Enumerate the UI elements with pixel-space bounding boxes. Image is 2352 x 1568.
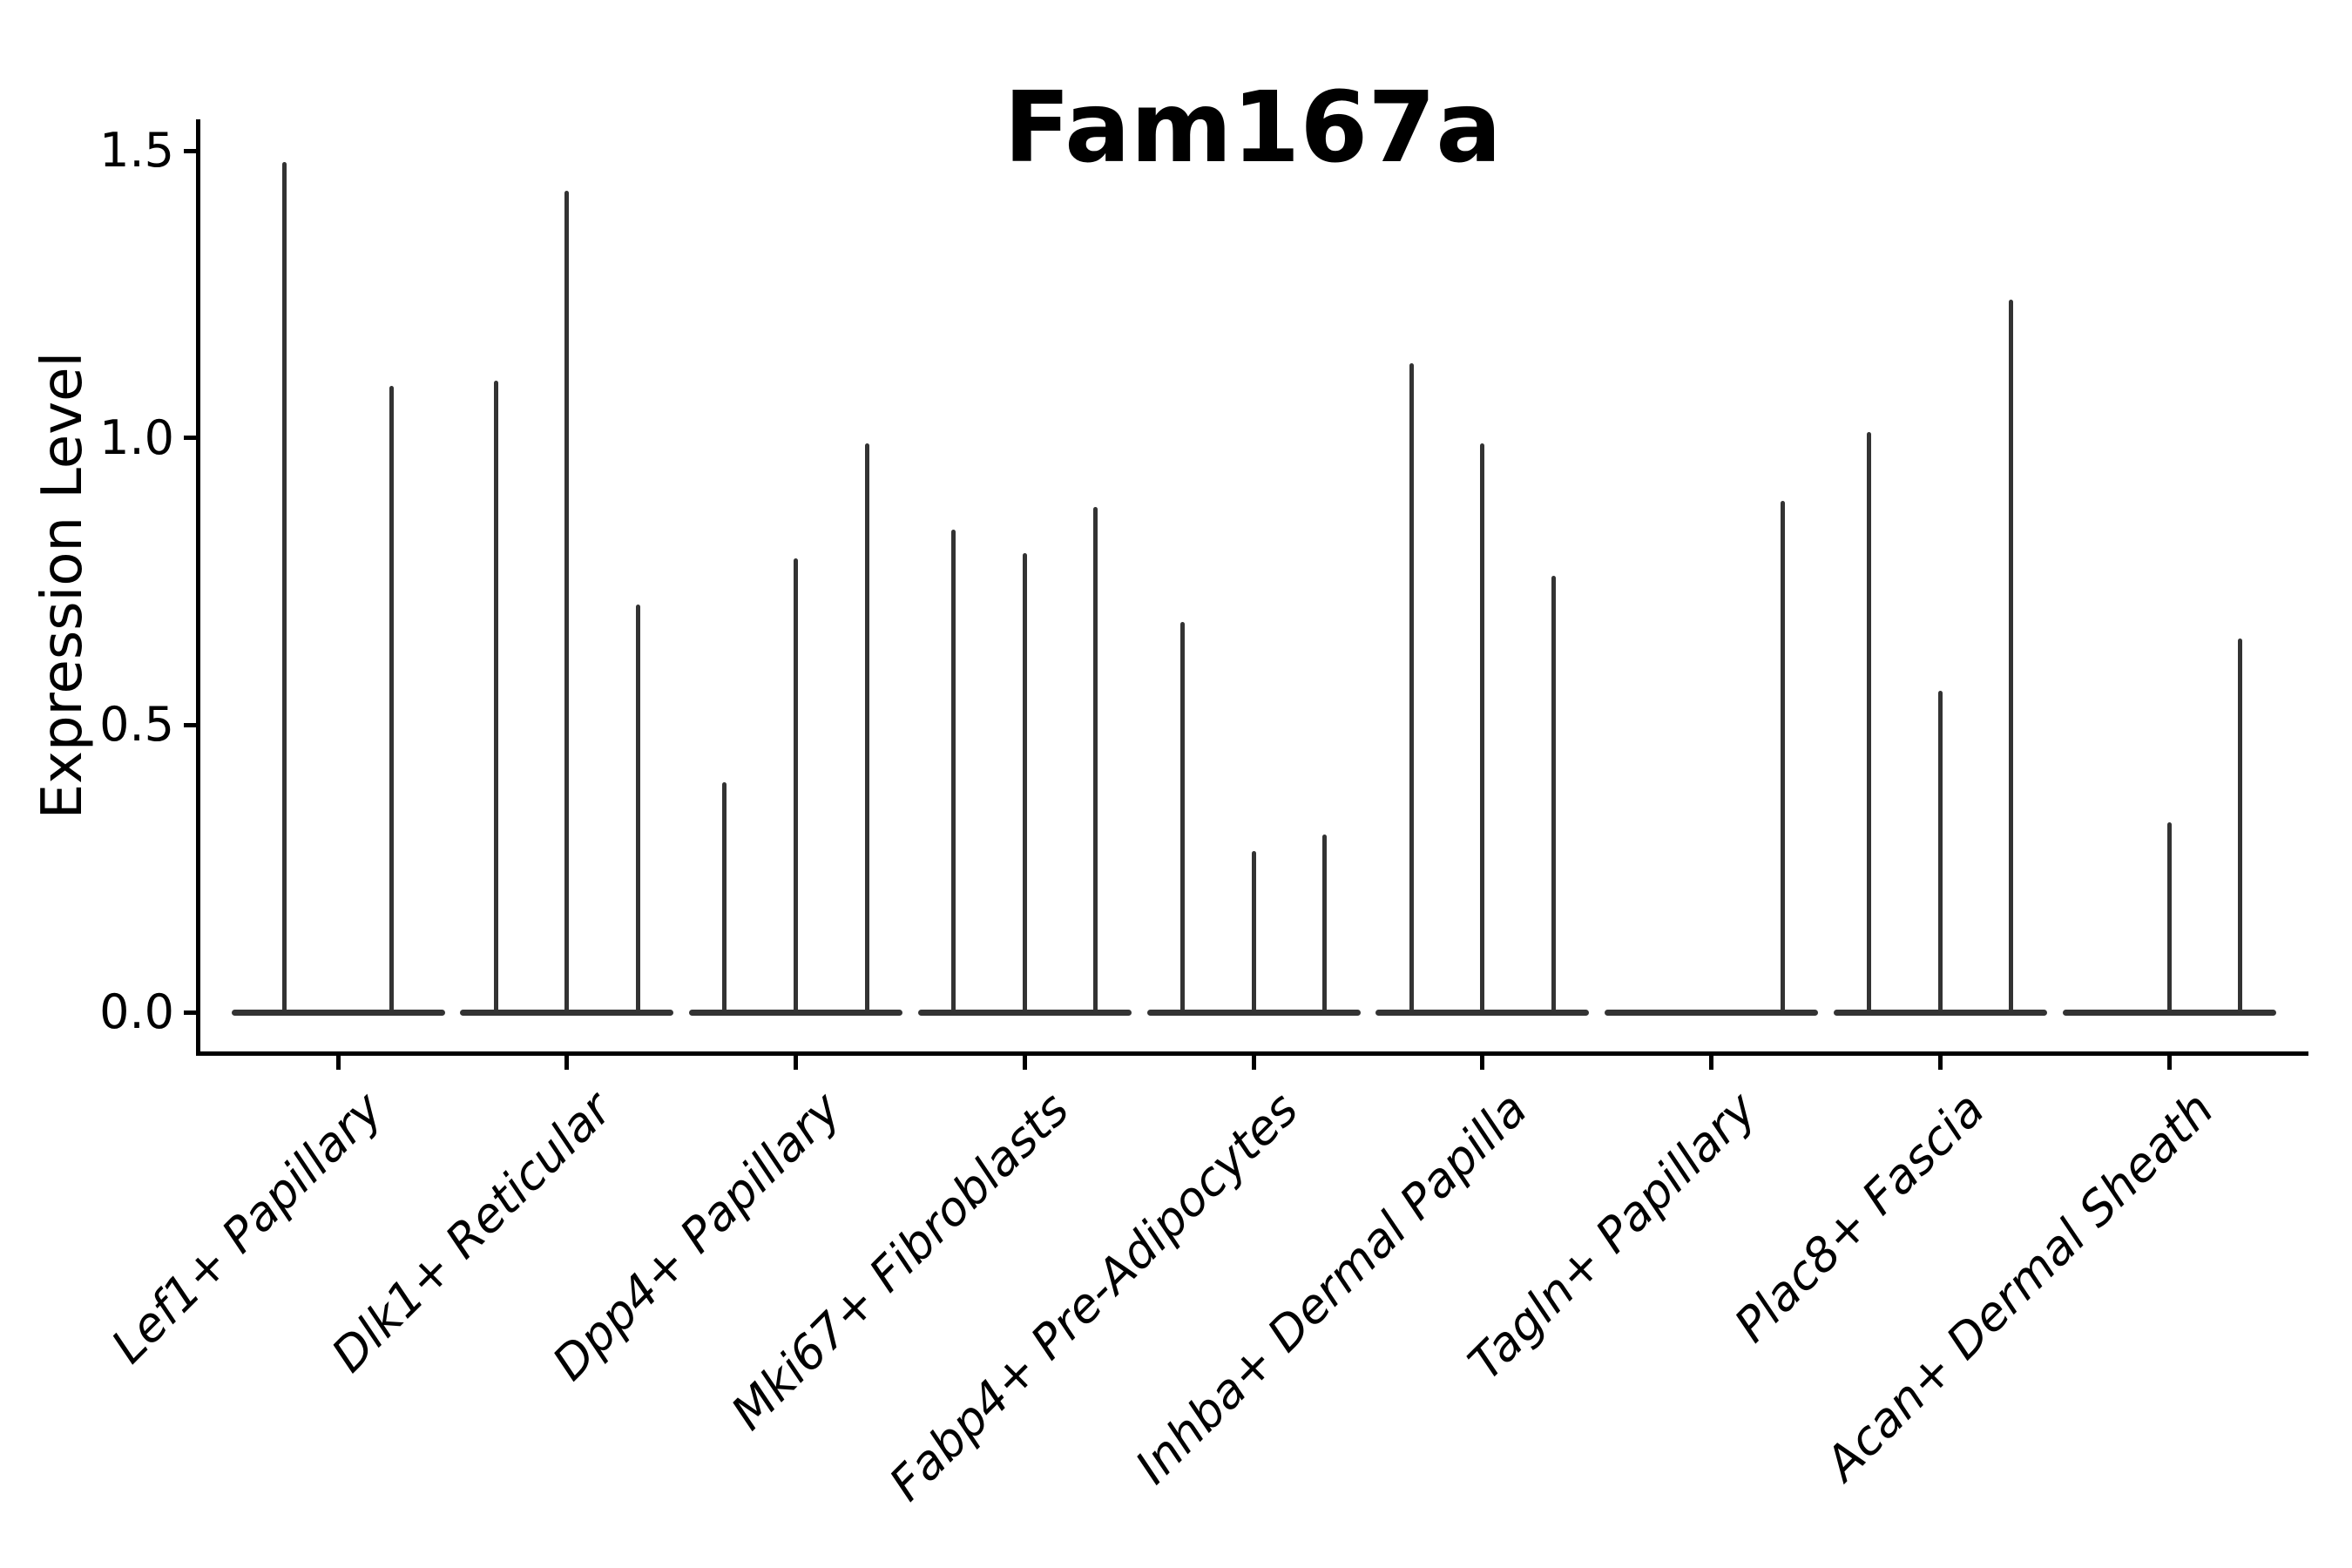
y-tick xyxy=(184,436,198,441)
violin-spike xyxy=(1937,690,1943,1012)
x-tick xyxy=(1251,1056,1256,1070)
violin-spike xyxy=(951,530,956,1012)
y-tick-label: 1.0 xyxy=(99,409,174,465)
violin-spike xyxy=(1093,506,1098,1012)
x-tick xyxy=(1480,1056,1485,1070)
violin-spike xyxy=(1179,621,1185,1012)
violin-baseline xyxy=(1605,1009,1818,1016)
violin-spike xyxy=(1480,443,1485,1012)
violin-spike xyxy=(1251,851,1256,1012)
violin-spike xyxy=(1409,362,1414,1012)
y-tick-label: 1.5 xyxy=(99,123,174,179)
chart-title: Fam167a xyxy=(1004,71,1502,185)
violin-baseline xyxy=(1833,1009,2047,1016)
x-tick xyxy=(2166,1056,2172,1070)
violin-spike xyxy=(1322,834,1328,1012)
y-tick xyxy=(184,722,198,727)
violin-baseline xyxy=(1146,1009,1361,1016)
violin-spike xyxy=(2238,639,2243,1012)
violin-spike xyxy=(2009,300,2014,1012)
y-tick-label: 0.0 xyxy=(99,984,174,1039)
violin-spike xyxy=(2166,822,2172,1012)
x-tick xyxy=(335,1056,341,1070)
y-axis-spine xyxy=(196,119,200,1056)
x-tick xyxy=(1022,1056,1027,1070)
x-tick-label: Acan+ Dermal Sheath xyxy=(1815,1081,2225,1491)
violin-baseline xyxy=(1375,1009,1590,1016)
violin-spike xyxy=(1867,432,1872,1012)
violin-spike xyxy=(864,443,869,1012)
x-tick xyxy=(564,1056,570,1070)
violin-baseline xyxy=(231,1009,445,1016)
violin-spike xyxy=(389,386,394,1012)
violin-baseline xyxy=(917,1009,1132,1016)
violin-baseline xyxy=(689,1009,902,1016)
y-tick xyxy=(184,148,198,153)
violin-baseline xyxy=(460,1009,674,1016)
violin-spike xyxy=(564,191,570,1012)
violin-spike xyxy=(722,782,727,1012)
x-axis-spine xyxy=(196,1051,2308,1056)
x-tick xyxy=(794,1056,798,1070)
violin-spike xyxy=(1551,575,1556,1012)
violin-baseline xyxy=(2062,1009,2276,1016)
x-tick-label: Inhba+ Dermal Papilla xyxy=(1125,1081,1538,1495)
x-tick xyxy=(1937,1056,1943,1070)
x-tick xyxy=(1709,1056,1713,1070)
violin-spike xyxy=(1780,501,1785,1012)
y-tick xyxy=(184,1010,198,1015)
violin-spike xyxy=(794,558,798,1012)
y-tick-label: 0.5 xyxy=(99,697,174,753)
violin-spike xyxy=(635,604,640,1012)
x-tick-label: Fabp4+ Pre-Adipocytes xyxy=(878,1081,1309,1511)
violin-spike xyxy=(1022,552,1027,1012)
violin-spike xyxy=(493,380,498,1012)
violin-spike xyxy=(282,162,287,1012)
